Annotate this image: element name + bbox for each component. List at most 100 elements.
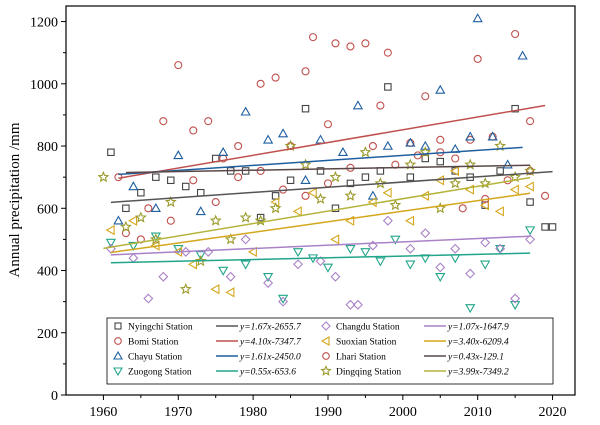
data-point	[509, 301, 521, 311]
data-point	[128, 253, 139, 264]
legend-fit-label: y=4.10x-7347.7	[239, 338, 302, 348]
data-point	[361, 39, 370, 48]
data-point	[526, 117, 535, 126]
data-point	[234, 173, 243, 182]
data-point	[346, 179, 355, 188]
legend-item: Lhari Station y=0.43x-129.1	[322, 352, 504, 363]
data-point	[173, 244, 184, 255]
data-point	[256, 79, 265, 88]
data-point	[420, 140, 431, 150]
data-point	[173, 150, 184, 160]
data-point	[436, 135, 445, 144]
data-point	[548, 223, 557, 231]
data-point	[105, 224, 115, 236]
data-point	[487, 131, 498, 141]
data-point	[166, 216, 175, 225]
data-point	[435, 272, 446, 283]
y-tick-label: 1000	[30, 78, 58, 93]
data-point	[262, 272, 274, 283]
data-point	[107, 148, 115, 157]
data-point	[367, 190, 379, 200]
data-point	[277, 294, 289, 304]
data-point	[301, 104, 310, 113]
data-point	[113, 215, 124, 225]
data-point	[234, 141, 243, 151]
data-point	[218, 266, 229, 276]
data-point	[352, 100, 364, 110]
data-point	[511, 29, 520, 39]
data-point	[413, 151, 422, 160]
data-point	[152, 173, 160, 181]
data-point	[352, 299, 363, 310]
data-point	[225, 287, 235, 298]
data-point	[479, 200, 489, 211]
axes: 1960 1970 1980 1990 2000 2010 2020 0 200 400 600 80…	[30, 16, 567, 420]
data-point	[390, 235, 401, 245]
legend-fit-label: y=1.61x-2450.0	[239, 353, 301, 363]
data-point	[525, 234, 536, 245]
data-point	[480, 260, 491, 270]
data-point	[472, 13, 483, 23]
data-point	[510, 293, 521, 304]
data-point	[458, 204, 467, 213]
legend-fit-label: y=1.67x-2655.7	[239, 323, 302, 333]
data-point	[420, 228, 431, 239]
data-point	[344, 189, 357, 201]
data-point	[97, 170, 110, 183]
data-point	[405, 215, 415, 226]
data-point	[526, 198, 534, 206]
data-point	[180, 246, 191, 257]
data-point	[240, 106, 251, 116]
data-point	[337, 146, 349, 157]
data-point	[406, 173, 415, 181]
data-point	[367, 240, 378, 251]
data-point	[239, 211, 252, 223]
trend-line	[110, 192, 531, 254]
data-point	[195, 251, 206, 261]
data-point	[331, 204, 340, 213]
series-2	[113, 13, 528, 225]
data-point	[421, 154, 430, 163]
data-point	[134, 211, 147, 223]
data-point	[524, 181, 534, 192]
data-point	[465, 304, 476, 314]
data-point	[256, 166, 265, 175]
data-point	[307, 187, 317, 198]
legend-marker	[321, 321, 331, 331]
data-point	[211, 198, 220, 207]
data-point	[144, 204, 153, 213]
data-point	[316, 167, 325, 175]
data-point	[150, 232, 161, 242]
data-point	[494, 206, 504, 217]
legend: Nyingchi Station y=1.67x-2655.7 Bomi Stati…	[106, 317, 554, 385]
data-point	[450, 243, 461, 254]
data-point	[128, 215, 138, 226]
data-point	[159, 117, 168, 126]
data-point	[517, 50, 528, 60]
data-point	[323, 179, 333, 188]
legend-item: Zuogong Station y=0.55x-653.6	[113, 367, 296, 378]
data-point	[271, 192, 280, 200]
data-point	[105, 238, 117, 248]
data-point	[179, 282, 192, 295]
x-tick-label: 2020	[539, 405, 567, 420]
data-point	[122, 204, 130, 213]
data-point	[182, 182, 190, 191]
legend-label: Bomi Station	[128, 338, 179, 348]
data-point	[376, 101, 385, 110]
data-point	[164, 195, 177, 208]
data-point	[389, 198, 402, 211]
plot-area	[97, 13, 557, 314]
data-point	[541, 191, 550, 200]
data-point	[330, 271, 341, 282]
data-point	[449, 177, 462, 189]
data-point	[187, 259, 197, 270]
data-point	[277, 128, 289, 138]
data-point	[495, 244, 506, 255]
legend-item: Bomi Station y=4.10x-7347.7	[114, 337, 302, 348]
data-point	[210, 284, 220, 295]
data-point	[128, 181, 139, 191]
data-point	[225, 271, 236, 282]
data-point	[451, 154, 460, 163]
